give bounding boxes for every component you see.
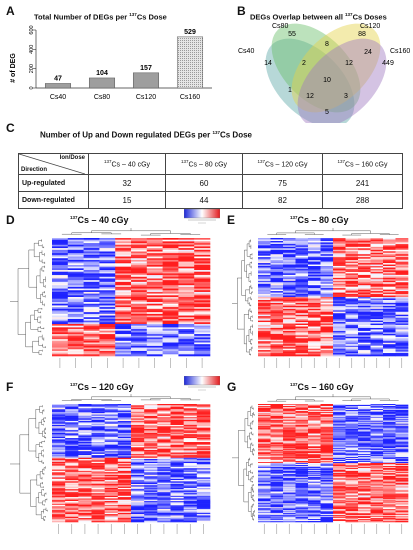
heatmap-f	[10, 394, 211, 534]
y-axis-label: # of DEG	[10, 53, 17, 83]
venn-count-cs80-cs120: 8	[325, 41, 329, 48]
row-dendrogram	[232, 239, 253, 356]
y-tick-label: 0	[29, 86, 35, 89]
heatmap-cells	[52, 238, 211, 357]
color-key-d	[184, 209, 220, 224]
venn-count-cs40-cs120-cs160: 3	[344, 93, 348, 100]
y-tick-label: 600	[29, 25, 35, 34]
venn-count-center: 10	[323, 77, 331, 84]
venn-name-cs40: Cs40	[238, 48, 254, 55]
corner-bottom-label: Direction	[21, 167, 48, 173]
table-cell: 15	[88, 191, 166, 209]
venn-count-cs40-only: 14	[264, 60, 272, 67]
venn-count-cs80-cs120-cs160: 12	[345, 60, 353, 67]
row-dendrogram	[10, 239, 46, 356]
venn-count-cs120-cs160: 24	[364, 49, 372, 56]
row-dendrogram	[10, 405, 48, 522]
table-col-header: 137Cs – 120 cGy	[242, 153, 323, 175]
venn-set-cs40	[265, 38, 355, 123]
heatmap-e-title: 137Cs – 80 cGy	[290, 215, 349, 225]
panel-label-a: A	[6, 4, 15, 18]
panel-b-title: DEGs Overlap between all 137Cs Doses	[250, 12, 387, 22]
column-dendrogram	[61, 228, 201, 236]
table-row: Down-regulated 15 44 82 288	[18, 191, 403, 209]
y-tick-label: 400	[29, 45, 35, 54]
table-cell: 32	[88, 174, 166, 192]
row-label-down: Down-regulated	[18, 191, 89, 209]
column-labels	[263, 524, 403, 534]
panel-label-c: C	[6, 121, 15, 135]
heatmap-f-title: 137Cs – 120 cGy	[70, 382, 134, 392]
column-labels	[58, 524, 204, 534]
column-dendrogram	[267, 394, 399, 402]
table-corner-cell: Ion/Dose Direction	[18, 153, 89, 175]
venn-count-cs40-cs160: 1	[288, 87, 292, 94]
table-cell: 241	[322, 174, 403, 192]
bar-cs40	[44, 83, 72, 89]
table-col-header: 137Cs – 80 cGy	[165, 153, 243, 175]
row-dendrogram	[232, 405, 255, 521]
column-labels	[263, 358, 403, 368]
table-cell: 288	[322, 191, 403, 209]
column-dendrogram	[61, 394, 201, 401]
panel-c-title: Number of Up and Down regulated DEGs per…	[40, 130, 252, 140]
panel-label-d: D	[6, 213, 15, 227]
venn-count-cs40-cs80-cs160: 12	[306, 93, 314, 100]
venn-count-cs80-only: 55	[288, 31, 296, 38]
venn-count-cs120-only: 88	[358, 31, 366, 38]
table-cell: 75	[242, 174, 323, 192]
table-col-header: 137Cs – 160 cGy	[322, 153, 403, 175]
table-col-header: 137Cs – 40 cGy	[88, 153, 166, 175]
column-dendrogram	[267, 228, 399, 236]
bar-chart: # of DEG 0 200 400 600 47 104 157 529 Cs40 Cs80…	[10, 25, 212, 101]
heatmap-e	[232, 228, 409, 368]
deg-direction-table: Ion/Dose Direction 137Cs – 40 cGy 137Cs …	[18, 153, 403, 209]
venn-count-cs40-cs80: 2	[302, 60, 306, 67]
panel-a-title: Total Number of DEGs per 137Cs Dose	[34, 12, 167, 22]
bar-cs80	[88, 77, 116, 89]
venn-set-cs160	[297, 38, 387, 123]
panel-label-e: E	[227, 213, 236, 227]
y-tick-label: 200	[29, 64, 35, 73]
heatmap-d	[10, 228, 211, 368]
bar-value-label: 104	[96, 70, 108, 77]
venn-set-cs120	[291, 23, 381, 113]
table-row: Up-regulated 32 60 75 241	[18, 174, 403, 192]
panel-label-b: B	[237, 4, 246, 18]
corner-top-label: Ion/Dose	[59, 155, 85, 161]
venn-set-cs80	[271, 23, 361, 113]
table-cell: 44	[165, 191, 243, 209]
heatmap-g-title: 137Cs – 160 cGy	[290, 382, 354, 392]
bar-value-label: 529	[184, 29, 196, 36]
x-tick-label: Cs160	[180, 94, 200, 101]
heatmap-d-title: 137Cs – 40 cGy	[70, 215, 129, 225]
table-cell: 82	[242, 191, 323, 209]
heatmap-cells	[52, 404, 211, 523]
venn-name-cs80: Cs80	[272, 23, 288, 30]
venn-count-cs40-cs80-cs120: 5	[325, 109, 329, 116]
panel-label-g: G	[227, 380, 237, 394]
x-tick-label: Cs80	[94, 94, 110, 101]
bar-value-label: 47	[54, 75, 62, 82]
venn-name-cs120: Cs120	[360, 23, 380, 30]
heatmap-cells	[258, 238, 409, 357]
heatmap-cells	[258, 404, 409, 523]
column-labels	[59, 358, 203, 368]
row-label-up: Up-regulated	[18, 174, 89, 192]
venn-count-cs160-only: 449	[382, 60, 394, 67]
bar-value-label: 157	[140, 65, 152, 72]
x-tick-label: Cs120	[136, 94, 156, 101]
table-cell: 60	[165, 174, 243, 192]
venn-diagram: Cs80 Cs120 Cs40 Cs160 55 88 8 14 449 2 1…	[238, 23, 410, 123]
bar-cs120	[132, 72, 160, 89]
x-tick-label: Cs40	[50, 94, 66, 101]
bar-cs160	[176, 36, 204, 89]
color-key-f	[184, 376, 220, 391]
heatmap-g	[232, 394, 409, 534]
venn-name-cs160: Cs160	[390, 48, 410, 55]
panel-label-f: F	[6, 380, 14, 394]
